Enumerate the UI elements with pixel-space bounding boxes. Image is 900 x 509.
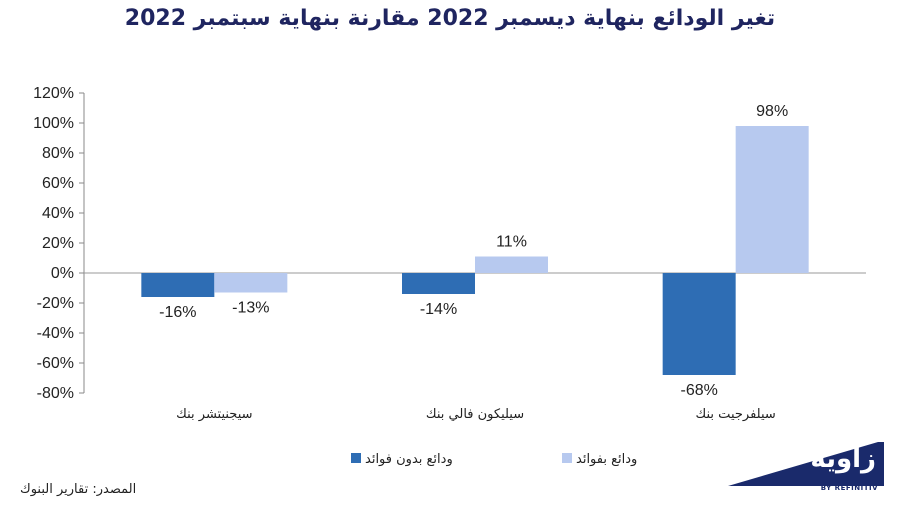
category-label: سيلفرجيت بنك [696, 407, 776, 422]
category-label: سيليكون فالي بنك [426, 407, 524, 422]
y-tick-label: 60% [42, 175, 74, 192]
data-label: 11% [496, 234, 527, 251]
y-tick-label: 0% [51, 265, 74, 282]
y-tick-label: -40% [37, 325, 74, 342]
legend-swatch [351, 453, 361, 463]
source-note: المصدر: تقارير البنوك [20, 482, 137, 497]
data-label: -14% [420, 301, 457, 318]
data-label: 98% [756, 103, 788, 120]
y-tick-label: 20% [42, 235, 74, 252]
bar [141, 273, 215, 297]
zawya-logo: زاوية BY REFINITIV [728, 440, 888, 500]
logo-slash-icon [728, 442, 884, 486]
y-tick-label: 40% [42, 205, 74, 222]
bar [214, 273, 288, 293]
legend-label: ودائع بدون فوائد [365, 452, 453, 467]
bar [475, 256, 548, 273]
y-tick-label: 120% [33, 85, 74, 102]
bar [402, 273, 475, 294]
legend-label: ودائع بفوائد [576, 452, 637, 467]
data-label: -68% [680, 382, 717, 399]
bar [735, 126, 809, 273]
category-labels-group: سيجنيتشر بنك سيليكون فالي بنك سيلفرجيت بنك [176, 407, 776, 422]
bar [662, 273, 736, 375]
y-axis: 120% 100% 80% 60% 40% 20% 0% -20% -40% -60% -80% [33, 85, 866, 402]
logo-text: زاوية [810, 444, 876, 474]
logo-subtext: BY REFINITIV [820, 484, 878, 492]
y-tick-label: -20% [37, 295, 74, 312]
y-tick-label: -80% [37, 385, 74, 402]
legend-swatch [562, 453, 572, 463]
data-label: -16% [159, 304, 196, 321]
data-label: -13% [232, 300, 269, 317]
y-tick-label: 80% [42, 145, 74, 162]
chart-title: تغير الودائع بنهاية ديسمبر 2022 مقارنة ب… [124, 6, 776, 31]
category-label: سيجنيتشر بنك [176, 407, 252, 422]
y-tick-label: 100% [33, 115, 74, 132]
bars-group [141, 126, 809, 375]
y-tick-label: -60% [37, 355, 74, 372]
data-labels-group: -16% -13% -14% 11% -68% 98% [159, 103, 788, 399]
legend: ودائع بدون فوائد ودائع بفوائد [351, 452, 637, 467]
